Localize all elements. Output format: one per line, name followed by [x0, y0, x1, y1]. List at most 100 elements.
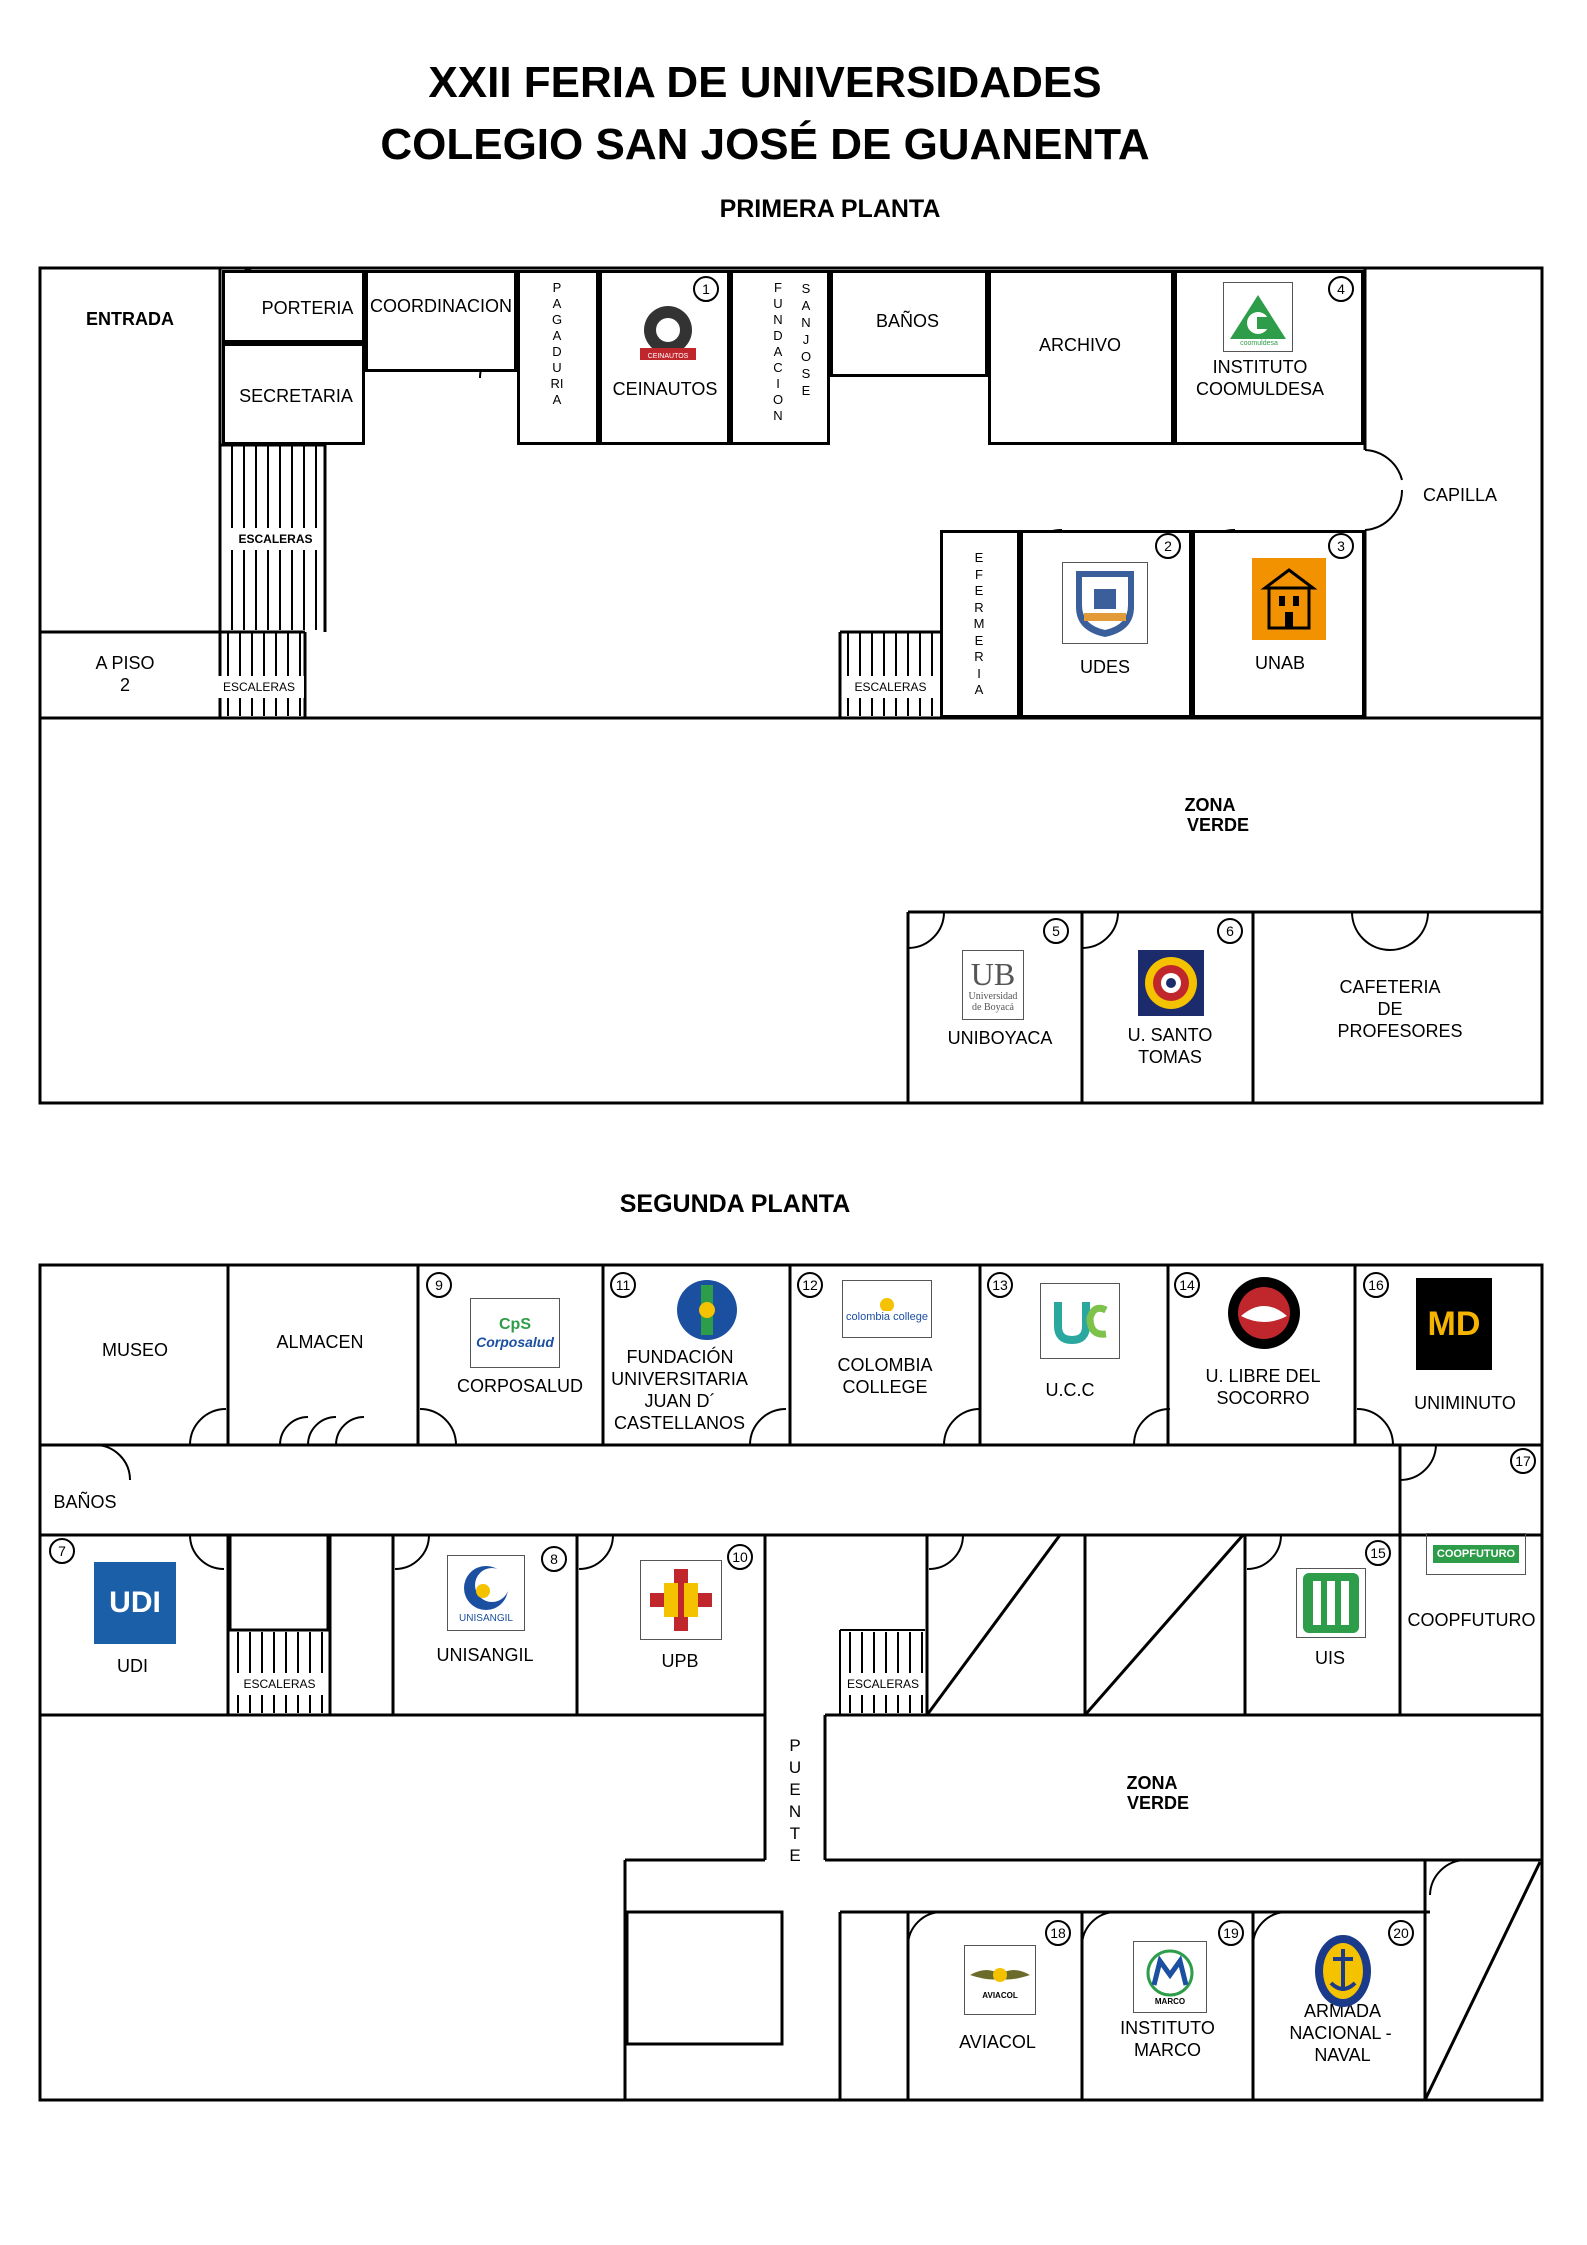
label-cafeteria-line2: DE — [1377, 999, 1403, 1019]
room-enfermeria — [940, 530, 1020, 718]
label-usanto-line1: U. SANTO — [1127, 1025, 1213, 1045]
corposalud-logo: CpS Corposalud — [470, 1298, 560, 1368]
label-ceinautos: CEINAUTOS — [612, 379, 718, 399]
label-unab: UNAB — [1254, 653, 1305, 673]
udi-logo-text: UDI — [109, 1586, 161, 1619]
label-colombia-line1: COLOMBIA — [837, 1355, 933, 1375]
label-coomuldesa-line2: COOMULDESA — [1195, 379, 1325, 399]
stand-number-2: 2 — [1155, 533, 1181, 559]
label-a-piso-line1: A PISO — [95, 653, 155, 673]
label-udes: UDES — [1079, 657, 1130, 677]
ceinautos-logo-text: CEINAUTOS — [647, 353, 689, 360]
stand-number-9: 9 — [426, 1272, 452, 1298]
page-title-line1: XXII FERIA DE UNIVERSIDADES — [428, 58, 1102, 107]
corposalud-logo-text: Corposalud — [476, 1334, 554, 1350]
room-archivo — [988, 270, 1174, 445]
unab-building-icon — [1260, 568, 1318, 630]
uniboyaca-logo-text-line2: de Boyacá — [972, 1002, 1014, 1013]
stand-number-4: 4 — [1328, 276, 1354, 302]
usanto-seal-icon — [1145, 957, 1197, 1009]
label-fundacion-line1: FUNDACIÓN — [626, 1347, 734, 1367]
uis-logo — [1296, 1568, 1366, 1638]
label-almacen: ALMACEN — [276, 1332, 364, 1352]
aviacol-logo: AVIACOL — [964, 1945, 1036, 2015]
label-ulibre-line2: SOCORRO — [1216, 1388, 1310, 1408]
stand-number-12: 12 — [797, 1272, 823, 1298]
label-pagaduria-vertical: PAGADURIA — [550, 280, 564, 407]
label-cafeteria-line1: CAFETERIA — [1339, 977, 1441, 997]
label-banos-f1: BAÑOS — [875, 311, 940, 331]
coopfuturo-logo-text: COOPFUTURO — [1432, 1545, 1520, 1563]
uniminuto-logo: MD — [1416, 1278, 1492, 1370]
uniboyaca-logo-text-line1: Universidad — [968, 991, 1018, 1002]
ucc-mark-icon — [1054, 1302, 1108, 1345]
udi-logo: UDI — [94, 1562, 176, 1644]
unisangil-moon-icon — [464, 1565, 509, 1610]
label-enfermeria-vertical: EFERMERIA — [973, 550, 985, 697]
fundacion-juan-shield-icon — [677, 1280, 737, 1340]
label-udi: UDI — [117, 1656, 148, 1676]
floor2-heading: SEGUNDA PLANTA — [619, 1190, 851, 1218]
room-secretaria — [222, 343, 365, 445]
label-archivo: ARCHIVO — [1038, 335, 1121, 355]
label-corposalud: CORPOSALUD — [456, 1376, 584, 1396]
colombia-college-logo-text: colombia college — [846, 1311, 928, 1323]
label-armada-line2: NACIONAL - — [1289, 2023, 1392, 2043]
label-entrada: ENTRADA — [86, 309, 174, 329]
udes-shield-icon — [1076, 571, 1134, 637]
label-fundacion-vertical: FUNDACION — [772, 280, 784, 423]
fundacion-juan-logo — [675, 1277, 739, 1343]
label-armada-line1: ARMADA — [1303, 2001, 1381, 2021]
ceinautos-logo: CEINAUTOS — [636, 300, 700, 364]
stand-number-3: 3 — [1328, 533, 1354, 559]
stand-number-7: 7 — [49, 1538, 75, 1564]
stand-number-13: 13 — [987, 1272, 1013, 1298]
stand-number-10: 10 — [727, 1544, 753, 1570]
unab-logo — [1252, 558, 1326, 640]
stand-number-19: 19 — [1218, 1920, 1244, 1946]
room-coordinacion — [365, 270, 517, 372]
colombia-college-logo: colombia college — [842, 1280, 932, 1338]
label-upb: UPB — [661, 1651, 699, 1671]
udes-logo — [1062, 562, 1148, 644]
ulibre-logo — [1227, 1276, 1301, 1350]
stand-number-16: 16 — [1363, 1272, 1389, 1298]
label-escaleras-f1a: ESCALERAS — [228, 528, 323, 550]
instituto-marco-logo: MARCO — [1133, 1941, 1207, 2013]
label-secretaria: SECRETARIA — [239, 386, 353, 406]
label-banos-f2: BAÑOS — [53, 1492, 117, 1512]
label-uniboyaca: UNIBOYACA — [947, 1028, 1053, 1048]
upb-cross-icon — [650, 1569, 712, 1631]
stand-number-17: 17 — [1510, 1448, 1536, 1474]
aviacol-wings-icon — [970, 1967, 1030, 1982]
label-unisangil: UNISANGIL — [436, 1645, 534, 1665]
stand-number-11: 11 — [610, 1272, 636, 1298]
label-coordinacion: COORDINACION — [369, 296, 512, 316]
label-coomuldesa-line1: INSTITUTO — [1212, 357, 1308, 377]
label-a-piso-line2: 2 — [119, 675, 130, 695]
label-colombia-line2: COLLEGE — [842, 1377, 928, 1397]
stand-number-18: 18 — [1045, 1920, 1071, 1946]
label-escaleras-f1c: ESCALERAS — [843, 676, 938, 698]
marco-logo-text: MARCO — [1154, 1996, 1186, 2006]
label-uniminuto: UNIMINUTO — [1414, 1393, 1516, 1413]
uniminuto-md-mark: MD — [1427, 1304, 1481, 1343]
label-aviacol: AVIACOL — [959, 2032, 1036, 2052]
uniboyaca-logo: UB Universidad de Boyacá — [962, 950, 1024, 1020]
label-puente-vertical: PUENTE — [788, 1736, 802, 1865]
uis-mark-icon — [1303, 1573, 1359, 1633]
stand-number-20: 20 — [1388, 1920, 1414, 1946]
stand-number-1: 1 — [693, 276, 719, 302]
stand-number-15: 15 — [1365, 1540, 1391, 1566]
label-fundacion-line2: UNIVERSITARIA — [611, 1369, 748, 1389]
colombia-college-sun-icon — [880, 1298, 894, 1311]
floor1-heading: PRIMERA PLANTA — [719, 195, 941, 223]
upb-logo — [640, 1560, 722, 1640]
label-escaleras-f2b: ESCALERAS — [843, 1673, 923, 1695]
uniboyaca-ub-mark: UB — [970, 956, 1016, 992]
gear-icon — [640, 306, 696, 360]
unisangil-logo-text: UNISANGIL — [459, 1612, 513, 1624]
label-coopfuturo: COOPFUTURO — [1407, 1610, 1536, 1630]
stand-number-6: 6 — [1217, 918, 1243, 944]
